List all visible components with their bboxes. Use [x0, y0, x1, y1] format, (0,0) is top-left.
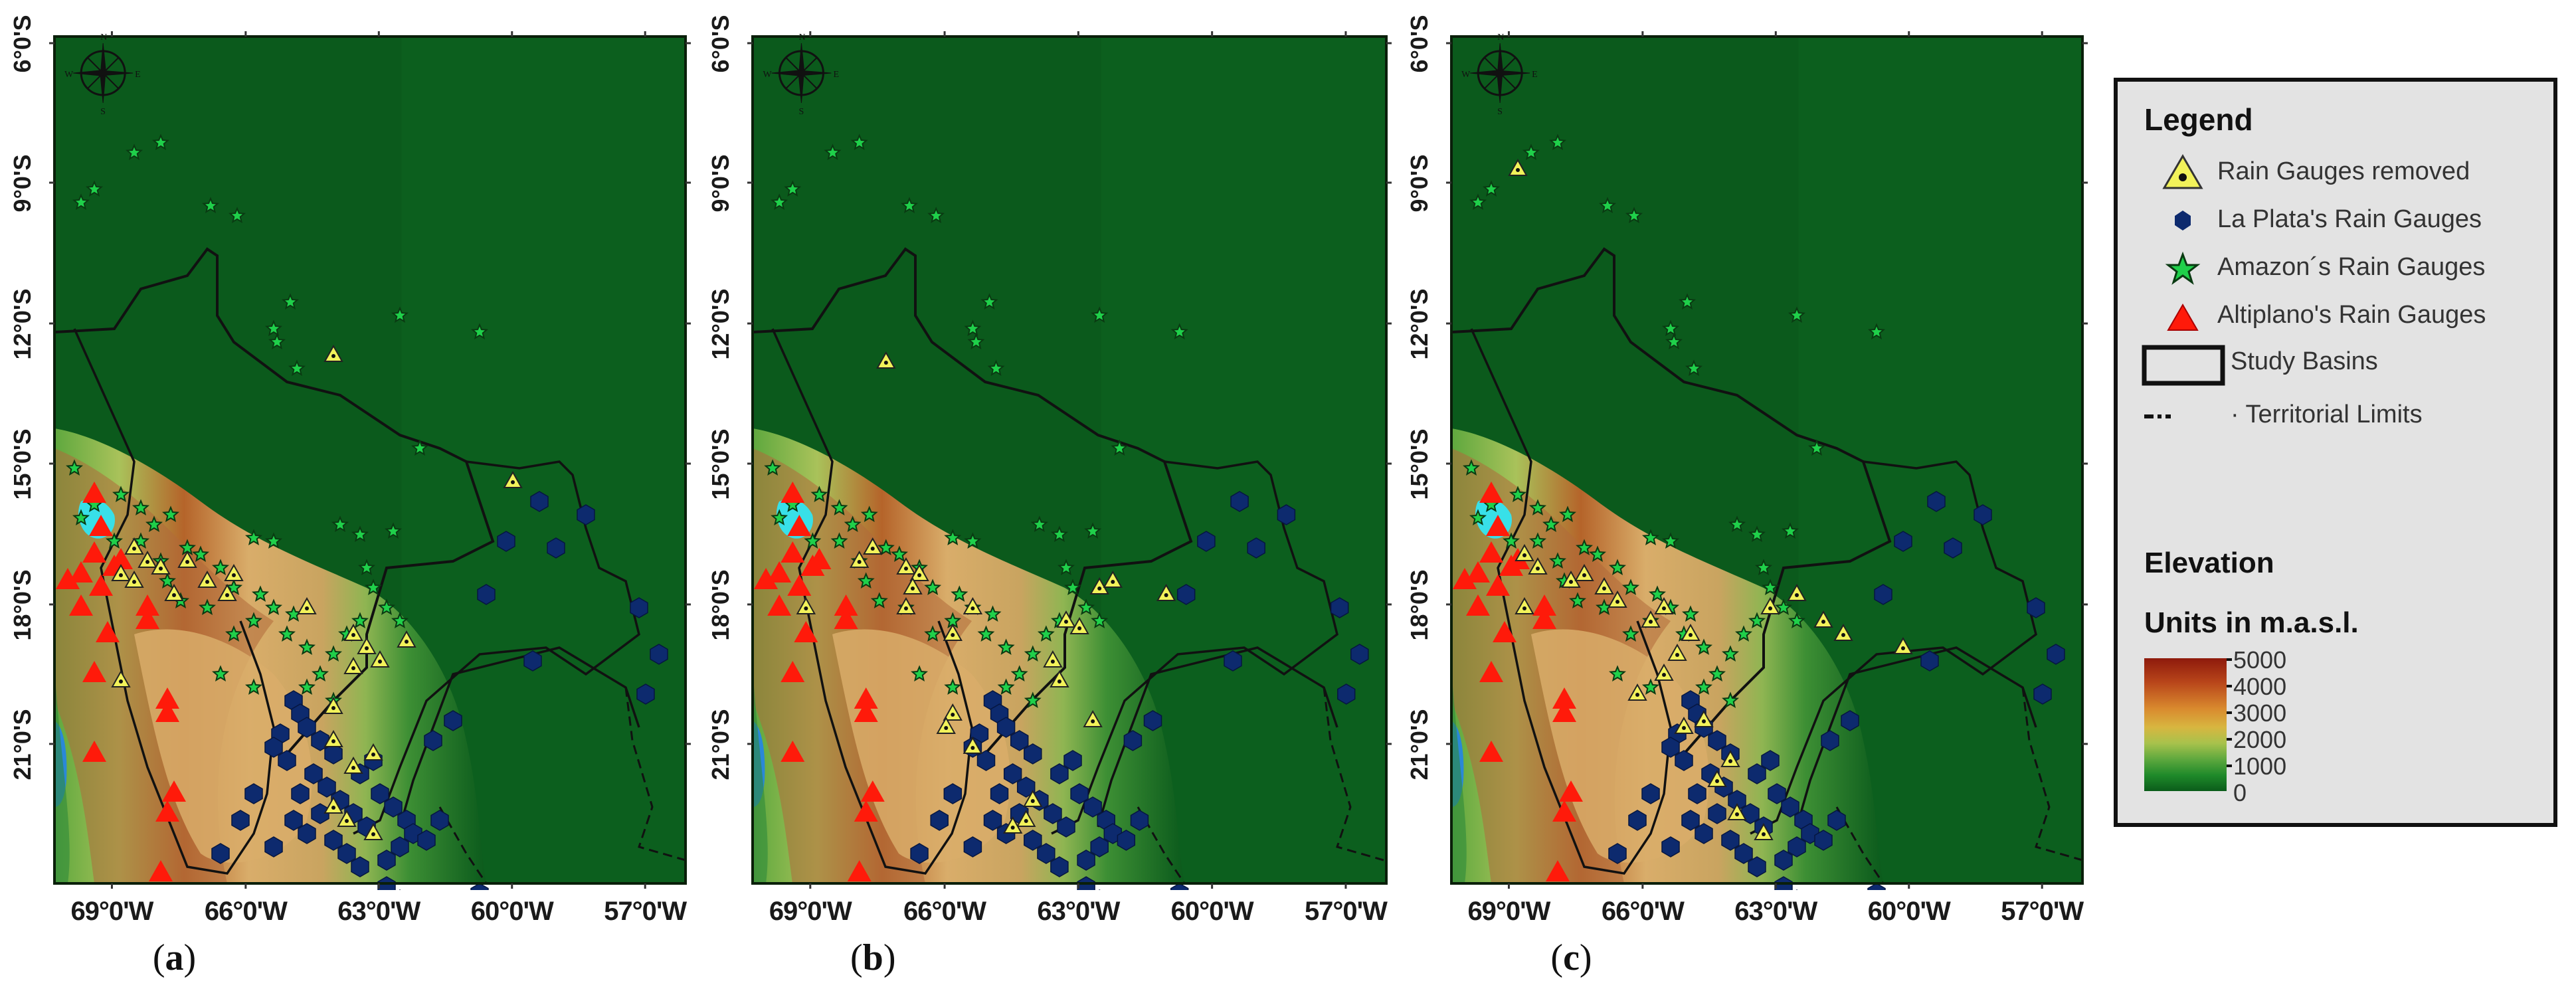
legend-label-removed: Rain Gauges removed	[2217, 157, 2470, 185]
lon-tick-label: 69°0'W	[70, 897, 153, 926]
elevation-title: Elevation	[2144, 547, 2274, 579]
legend-item-study-basins: Study Basins	[2118, 343, 2556, 386]
ramp-tick	[2227, 738, 2232, 741]
legend-item-la-plata: La Plata's Rain Gauges	[2118, 201, 2556, 238]
lon-tick-label: 60°0'W	[470, 897, 554, 926]
svg-text:S: S	[1497, 107, 1503, 117]
svg-text:W: W	[1461, 70, 1471, 80]
svg-text:W: W	[64, 70, 74, 80]
elevation-map-a: W E S N	[49, 31, 691, 890]
lon-tick-label: 60°0'W	[1867, 897, 1951, 926]
lon-tick-label: 69°0'W	[1467, 897, 1550, 926]
red-triangle-icon	[2167, 304, 2199, 331]
dashed-line-icon	[2144, 414, 2171, 418]
elevation-color-ramp	[2144, 658, 2227, 791]
lon-tick-label: 69°0'W	[769, 897, 852, 926]
panel-caption-c: (c)	[1550, 937, 1592, 978]
ramp-tick	[2227, 658, 2232, 661]
lon-tick-label: 66°0'W	[204, 897, 288, 926]
elevation-map-b: W E S N	[747, 31, 1392, 890]
legend-label-study-basins: Study Basins	[2231, 347, 2378, 375]
elevation-units: Units in m.a.s.l.	[2144, 606, 2359, 639]
ramp-label-4000: 4000	[2233, 673, 2287, 700]
legend-label-amazon: Amazon´s Rain Gauges	[2217, 253, 2486, 281]
ramp-tick	[2227, 711, 2232, 714]
svg-text:S: S	[798, 107, 804, 117]
legend-title: Legend	[2144, 102, 2253, 137]
lon-tick-label: 57°0'W	[2001, 897, 2084, 926]
svg-text:E: E	[833, 70, 839, 80]
ramp-label-1000: 1000	[2233, 753, 2287, 780]
green-star-icon	[2165, 251, 2201, 285]
lat-tick-label: 21°0'S	[1406, 709, 1433, 780]
legend-item-altiplano: Altiplano's Rain Gauges	[2118, 297, 2556, 334]
ramp-label-2000: 2000	[2233, 726, 2287, 753]
panel-caption-b: (b)	[850, 937, 896, 978]
lon-tick-label: 66°0'W	[1601, 897, 1685, 926]
legend-label-territorial-limits: · Territorial Limits	[2231, 401, 2423, 428]
ramp-tick	[2227, 685, 2232, 687]
lon-tick-label: 57°0'W	[1304, 897, 1388, 926]
lat-tick-label: 12°0'S	[1406, 288, 1433, 360]
lon-tick-label: 63°0'W	[1734, 897, 1817, 926]
legend-label-altiplano: Altiplano's Rain Gauges	[2217, 301, 2486, 329]
lat-tick-label: 18°0'S	[1406, 569, 1433, 641]
yellow-triangle-dot-icon	[2162, 154, 2203, 189]
lat-tick-label: 9°0'S	[1406, 154, 1433, 213]
lon-tick-label: 63°0'W	[1037, 897, 1120, 926]
lat-tick-label: 15°0'S	[1406, 428, 1433, 500]
svg-text:W: W	[763, 70, 772, 80]
legend-item-amazon: Amazon´s Rain Gauges	[2118, 249, 2556, 286]
elevation-map-c: W E S N	[1446, 31, 2088, 890]
legend-label-la-plata: La Plata's Rain Gauges	[2217, 205, 2482, 233]
ramp-tick	[2227, 765, 2232, 767]
panel-caption-a: (a)	[152, 937, 197, 978]
legend-box: Legend Rain Gauges removed La Plata's Ra…	[2114, 78, 2557, 827]
lon-tick-label: 63°0'W	[337, 897, 420, 926]
ramp-label-5000: 5000	[2233, 646, 2287, 674]
lon-tick-label: 57°0'W	[604, 897, 687, 926]
legend-item-territorial-limits: · Territorial Limits	[2118, 397, 2556, 434]
legend-item-removed: Rain Gauges removed	[2118, 153, 2556, 191]
svg-text:E: E	[1532, 70, 1538, 80]
svg-text:S: S	[100, 107, 106, 117]
lat-tick-label: 6°0'S	[1406, 15, 1433, 73]
lon-tick-label: 60°0'W	[1170, 897, 1254, 926]
ramp-label-0: 0	[2233, 779, 2247, 806]
lon-tick-label: 66°0'W	[903, 897, 986, 926]
navy-hexagon-icon	[2175, 211, 2191, 230]
ramp-label-3000: 3000	[2233, 699, 2287, 727]
svg-text:E: E	[135, 70, 141, 80]
study-basin-rectangle-icon	[2142, 345, 2225, 386]
